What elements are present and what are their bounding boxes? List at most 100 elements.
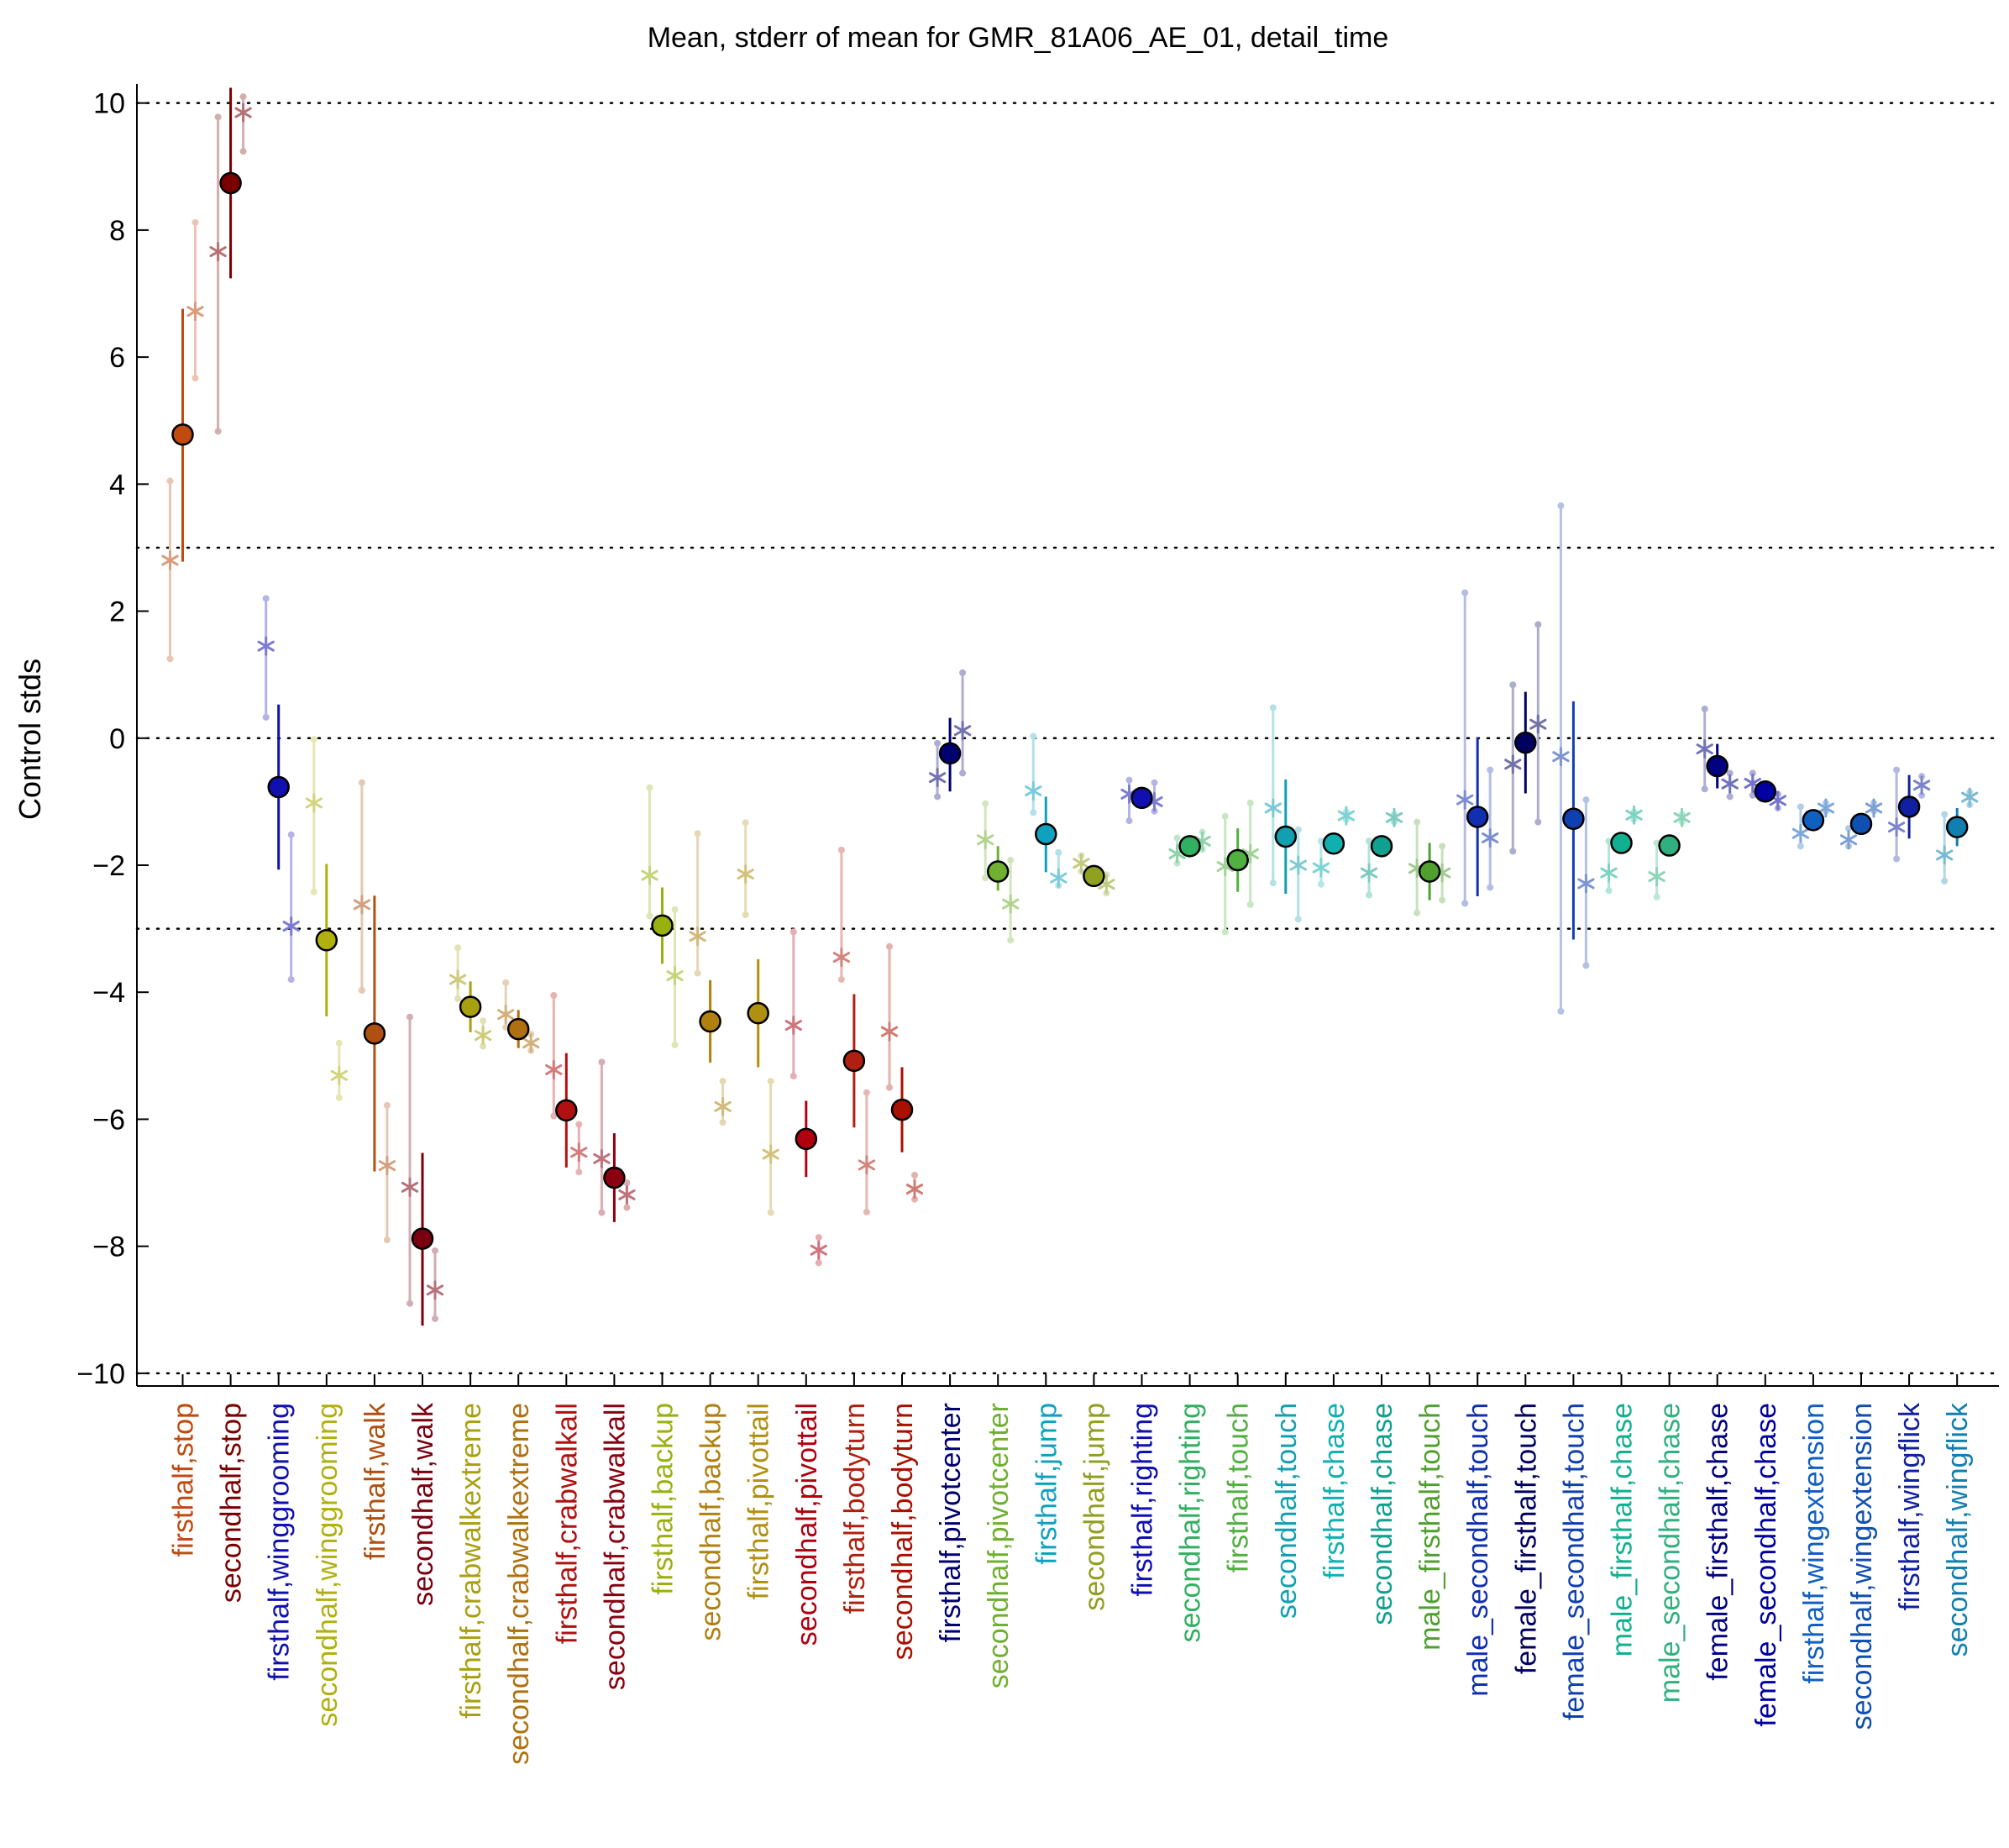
mean-point: [603, 1166, 626, 1189]
left-error-end: [1030, 809, 1037, 816]
x-tick-label: firsthalf,stop: [168, 1403, 200, 1557]
left-error-end: [1366, 837, 1372, 845]
left-point: [977, 830, 994, 850]
left-point: [1504, 754, 1522, 774]
right-point: [714, 1096, 732, 1116]
left-error-end: [407, 1299, 413, 1307]
mean-point: [1754, 780, 1777, 803]
left-error-end: [886, 1084, 893, 1091]
mean-point: [986, 860, 1010, 883]
right-point: [1625, 805, 1643, 825]
right-error-end: [239, 148, 247, 155]
left-point: [257, 636, 275, 656]
left-error-end: [310, 888, 317, 895]
right-error-end: [1726, 793, 1734, 801]
left-point: [784, 1016, 802, 1036]
left-error-end: [886, 942, 893, 950]
right-error-end: [911, 1195, 918, 1203]
mean-point: [1370, 835, 1393, 858]
mean-point: [1083, 864, 1105, 888]
left-point: [1648, 867, 1665, 887]
left-error-end: [837, 976, 845, 984]
left-point: [1264, 798, 1282, 818]
left-point: [1025, 781, 1042, 801]
right-error-end: [1918, 791, 1926, 799]
left-error-end: [1653, 893, 1660, 900]
mean-point: [1418, 860, 1441, 883]
mean-point: [1706, 754, 1728, 778]
right-error-end: [671, 906, 679, 913]
left-point: [593, 1148, 611, 1168]
left-point: [353, 895, 371, 915]
left-error-end: [789, 928, 797, 936]
right-point: [666, 966, 684, 986]
x-tick-label: firsthalf,crabwalkall: [551, 1403, 583, 1644]
x-tick-label: firsthalf,pivottail: [743, 1403, 775, 1599]
left-point: [161, 550, 179, 570]
left-error-end: [1749, 769, 1756, 777]
left-point: [928, 768, 947, 788]
right-point: [378, 1156, 396, 1176]
right-error-end: [1294, 826, 1302, 833]
left-error-end: [1269, 704, 1277, 711]
mean-point: [459, 995, 482, 1018]
x-tick-label: firsthalf,crabwalkextreme: [455, 1403, 487, 1719]
left-error-end: [454, 995, 462, 1002]
right-error-end: [1534, 818, 1542, 826]
right-error-end: [959, 669, 967, 676]
left-point: [1600, 863, 1618, 883]
left-error-end: [837, 846, 845, 853]
left-error-end: [1509, 681, 1517, 689]
x-tick-label: firsthalf,touch: [1223, 1403, 1255, 1572]
x-tick-label: secondhalf,touch: [1271, 1403, 1303, 1619]
left-error-end: [934, 793, 942, 801]
left-error-end: [1125, 776, 1133, 784]
left-error-end: [982, 800, 989, 807]
left-error-end: [646, 912, 653, 920]
y-tick-label: −10: [76, 1358, 125, 1390]
right-point: [1385, 807, 1403, 827]
y-tick-label: 6: [109, 342, 125, 374]
mean-point: [219, 171, 242, 195]
x-tick-label: firsthalf,wingextension: [1798, 1403, 1830, 1684]
mean-point: [506, 1017, 530, 1041]
mean-point: [363, 1022, 386, 1045]
right-error-end: [911, 1171, 918, 1179]
right-point: [1673, 807, 1691, 827]
left-error-end: [1221, 928, 1229, 936]
left-error-end: [1414, 818, 1421, 826]
right-error-end: [815, 1234, 822, 1242]
right-point: [522, 1033, 540, 1053]
right-error-end: [623, 1204, 631, 1211]
data-marks: [161, 87, 1979, 1326]
y-tick-label: 0: [109, 723, 125, 755]
x-tick-label: secondhalf,crabwalkall: [599, 1403, 631, 1690]
right-point: [426, 1280, 444, 1300]
left-error-end: [1701, 706, 1708, 712]
left-error-end: [1941, 877, 1949, 885]
right-error-end: [1007, 856, 1015, 864]
left-point: [1073, 853, 1090, 874]
left-point: [209, 242, 227, 262]
right-point: [186, 302, 204, 322]
left-error-end: [214, 428, 222, 435]
left-point: [737, 864, 754, 885]
x-tick-label: secondhalf,pivotcenter: [983, 1403, 1015, 1688]
left-error-end: [550, 1112, 558, 1120]
mean-point: [938, 742, 962, 765]
x-tick-label: female_firsthalf,chase: [1702, 1403, 1734, 1681]
axes: [136, 84, 1999, 1387]
x-tick-label: firsthalf,bodyturn: [839, 1403, 871, 1614]
left-error-end: [1893, 855, 1901, 863]
mean-point: [1562, 807, 1585, 831]
x-tick-label: firsthalf,pivotcenter: [935, 1403, 967, 1642]
left-error-end: [598, 1209, 606, 1216]
right-error-end: [191, 375, 199, 382]
x-tick-label: firsthalf,chase: [1319, 1403, 1351, 1579]
left-error-end: [1414, 909, 1421, 916]
left-error-end: [1941, 811, 1949, 818]
left-error-end: [310, 736, 317, 743]
left-error-end: [598, 1058, 606, 1066]
y-tick-label: −2: [92, 850, 125, 882]
left-error-end: [934, 739, 942, 747]
